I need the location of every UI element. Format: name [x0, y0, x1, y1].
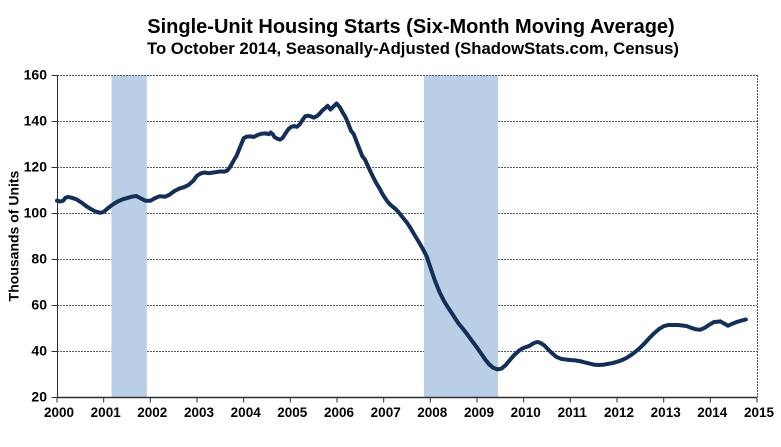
svg-text:2011: 2011	[558, 405, 588, 420]
svg-text:2000: 2000	[44, 405, 74, 420]
svg-text:2009: 2009	[464, 405, 494, 420]
svg-text:140: 140	[24, 113, 48, 129]
svg-text:To October 2014, Seasonally-Ad: To October 2014, Seasonally-Adjusted (Sh…	[147, 39, 679, 58]
svg-text:160: 160	[24, 67, 48, 83]
svg-text:2014: 2014	[697, 405, 728, 420]
svg-text:Thousands of Units: Thousands of Units	[6, 170, 22, 301]
svg-text:120: 120	[24, 159, 48, 175]
svg-text:2006: 2006	[324, 405, 355, 420]
svg-text:2007: 2007	[371, 405, 401, 420]
svg-text:80: 80	[31, 251, 47, 267]
svg-text:2015: 2015	[744, 405, 775, 420]
svg-text:Single-Unit Housing Starts (Si: Single-Unit Housing Starts (Six-Month Mo…	[147, 16, 674, 38]
svg-text:2003: 2003	[184, 405, 215, 420]
svg-text:2013: 2013	[651, 405, 682, 420]
svg-text:20: 20	[31, 389, 47, 405]
svg-text:40: 40	[31, 343, 47, 359]
svg-text:2004: 2004	[231, 405, 262, 420]
svg-text:2002: 2002	[137, 405, 167, 420]
svg-text:2005: 2005	[277, 405, 308, 420]
svg-text:2001: 2001	[91, 405, 122, 420]
svg-text:2010: 2010	[511, 405, 541, 420]
svg-text:2012: 2012	[604, 405, 634, 420]
svg-text:2008: 2008	[417, 405, 448, 420]
svg-text:100: 100	[24, 205, 48, 221]
svg-text:60: 60	[31, 297, 47, 313]
